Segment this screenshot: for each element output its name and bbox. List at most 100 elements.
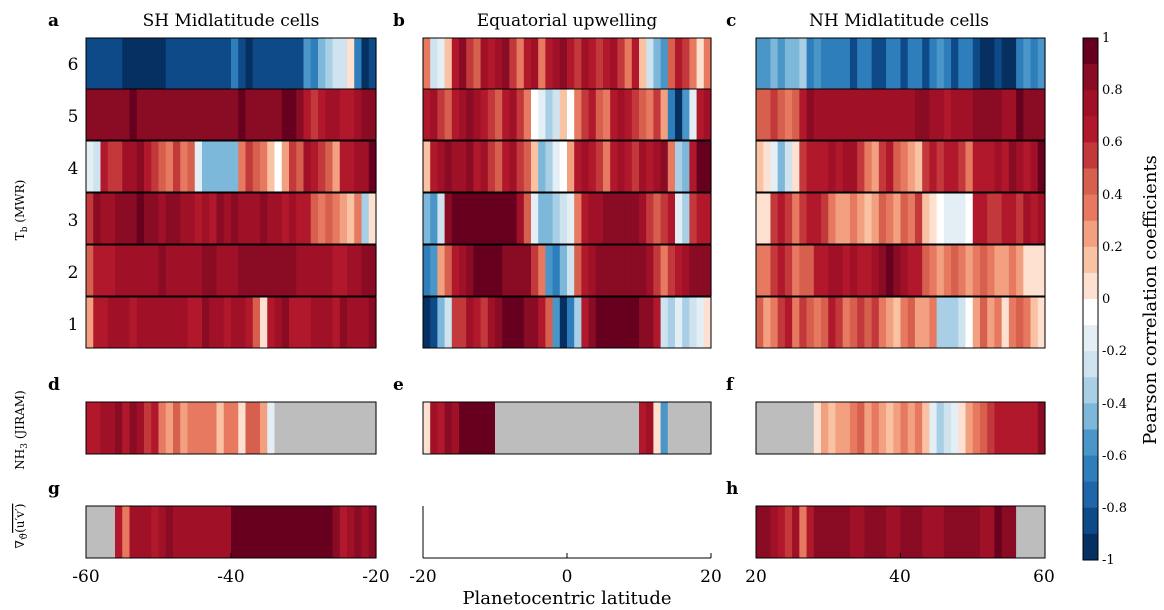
heatmap-cell (187, 297, 196, 348)
heatmap-cell (347, 193, 355, 244)
heatmap-cell (347, 89, 355, 140)
heatmap-cell (763, 297, 772, 348)
heatmap-cell (972, 141, 981, 192)
heatmap-cell (151, 38, 160, 89)
heatmap-cell (653, 402, 662, 454)
heatmap-cell (588, 89, 597, 140)
panel-frame-c (755, 37, 1046, 349)
heatmap-cell (115, 297, 123, 348)
heatmap-cell (129, 402, 138, 454)
heatmap-cell (777, 245, 786, 296)
colorbar-segment (1083, 246, 1098, 274)
heatmap-cell (361, 89, 370, 140)
heatmap-cell (878, 193, 887, 244)
heatmap-cell (878, 245, 887, 296)
heatmap-cell (209, 506, 218, 558)
heatmap-cell (943, 245, 952, 296)
heatmap-cell (777, 402, 786, 454)
heatmap-cell (763, 245, 772, 296)
heatmap-cell (495, 193, 503, 244)
heatmap-cell (806, 245, 815, 296)
heatmap-cell (951, 402, 959, 454)
heatmap-cell (107, 193, 116, 244)
heatmap-cell (936, 402, 945, 454)
heatmap-cell (958, 506, 967, 558)
heatmap-cell (806, 89, 815, 140)
heatmap-cell (487, 141, 496, 192)
heatmap-cell (907, 38, 916, 89)
heatmap-strip-a-ch2 (85, 244, 377, 297)
heatmap-cell (770, 297, 779, 348)
heatmap-cell (516, 141, 525, 192)
heatmap-cell (588, 141, 597, 192)
heatmap-cell (979, 402, 988, 454)
heatmap-cell (158, 89, 167, 140)
heatmap-cell (979, 245, 988, 296)
heatmap-cell (624, 297, 633, 348)
heatmap-cell (871, 402, 880, 454)
heatmap-cell (209, 141, 218, 192)
x-tick-middle-1: 0 (562, 567, 573, 587)
heatmap-cell (987, 89, 996, 140)
heatmap-cell (1023, 38, 1032, 89)
heatmap-cell (245, 297, 254, 348)
heatmap-cell (574, 38, 582, 89)
heatmap-cell (281, 38, 290, 89)
heatmap-cell (296, 506, 305, 558)
heatmap-cell (914, 38, 923, 89)
heatmap-cell (202, 402, 210, 454)
y-axis-label-jiram: NH3 (JIRAM) (13, 390, 30, 469)
heatmap-cell (914, 89, 923, 140)
heatmap-cell (281, 141, 290, 192)
heatmap-cell (361, 245, 370, 296)
heatmap-cell (545, 38, 554, 89)
heatmap-cell (792, 297, 800, 348)
heatmap-cell (216, 89, 225, 140)
heatmap-cell (907, 245, 916, 296)
heatmap-cell (231, 38, 239, 89)
heatmap-cell (1037, 141, 1046, 192)
heatmap-cell (1016, 506, 1024, 558)
heatmap-cell (900, 402, 909, 454)
colorbar-segment (1083, 90, 1098, 117)
heatmap-cell (202, 89, 210, 140)
heatmap-cell (696, 297, 705, 348)
heatmap-cell (806, 402, 815, 454)
heatmap-cell (849, 245, 858, 296)
heatmap-cell (595, 297, 604, 348)
heatmap-cell (165, 297, 174, 348)
heatmap-cell (849, 297, 858, 348)
heatmap-cell (523, 402, 532, 454)
colorbar-tick-0.8: 0.8 (1102, 83, 1123, 98)
heatmap-cell (1037, 193, 1046, 244)
heatmap-strip-c-ch4 (755, 140, 1046, 193)
heatmap-cell (1037, 245, 1046, 296)
heatmap-cell (332, 402, 341, 454)
heatmap-cell (1016, 402, 1024, 454)
heatmap-cell (361, 193, 370, 244)
heatmap-cell (696, 402, 705, 454)
heatmap-cell (100, 193, 109, 244)
colorbar-tick-0.4: 0.4 (1102, 188, 1123, 203)
heatmap-cell (958, 297, 967, 348)
heatmap-cell (444, 38, 453, 89)
heatmap-cell (756, 402, 764, 454)
heatmap-cell (480, 38, 489, 89)
heatmap-cell (689, 141, 698, 192)
heatmap-cell (523, 297, 532, 348)
heatmap-strip-a-ch3 (85, 192, 377, 245)
heatmap-cell (245, 141, 254, 192)
heatmap-cell (260, 38, 268, 89)
heatmap-cell (1008, 506, 1017, 558)
heatmap-cell (423, 297, 431, 348)
heatmap-cell (1016, 193, 1024, 244)
heatmap-cell (423, 402, 431, 454)
heatmap-cell (631, 402, 640, 454)
heatmap-strip-c-ch1 (755, 296, 1046, 349)
heatmap-cell (943, 402, 952, 454)
heatmap-cell (151, 506, 160, 558)
heatmap-cell (368, 141, 377, 192)
heatmap-cell (878, 89, 887, 140)
heatmap-cell (107, 297, 116, 348)
heatmap-cell (653, 245, 662, 296)
